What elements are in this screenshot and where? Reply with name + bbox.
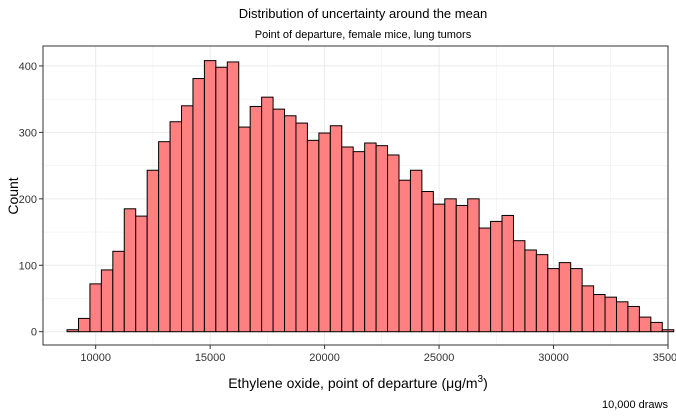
histogram-bar [135,215,148,333]
histogram-bars [66,60,675,333]
histogram-bar [512,240,526,333]
histogram-bar [146,169,160,333]
histogram-bar [375,145,389,333]
histogram-bar [547,268,560,333]
histogram-bar [387,154,400,333]
histogram-bar [570,268,583,333]
histogram-bar [581,285,595,333]
histogram-bar [123,208,137,333]
y-tick-label: 100 [19,260,37,272]
histogram-bar [352,151,366,333]
x-tick-label: 20000 [309,352,340,364]
histogram-bar [478,227,492,333]
histogram-bar [421,191,434,333]
histogram-bar [238,126,251,333]
histogram-bar [261,96,274,333]
histogram-bar [604,296,617,333]
x-tick-label: 10000 [80,352,111,364]
y-tick-label: 400 [19,61,37,73]
histogram-bar [192,78,205,333]
chart-subtitle: Point of departure, female mice, lung tu… [255,29,472,41]
chart-caption: 10,000 draws [602,399,669,411]
histogram-bar [318,132,331,333]
histogram-bar [66,329,79,333]
histogram-bar [398,179,411,333]
histogram-bar [409,169,423,333]
histogram-bar [284,115,297,333]
chart-title: Distribution of uncertainty around the m… [239,6,488,21]
histogram-bar [169,121,183,333]
y-tick-label: 0 [31,327,37,339]
x-axis: 10000 15000 20000 25000 30000 35000 [80,345,676,364]
histogram-bar [203,60,217,333]
histogram-bar [615,301,629,333]
x-tick-label: 30000 [538,352,569,364]
histogram-bar [501,214,514,333]
x-axis-title-suffix: ) [483,375,488,391]
histogram-bar [158,141,171,333]
histogram-bar [181,105,194,333]
x-tick-label: 35000 [653,352,676,364]
histogram-bar [112,250,125,333]
histogram-bar [89,283,102,333]
histogram-bar [306,139,320,333]
histogram-bar [593,294,606,333]
x-axis-title-main: Ethylene oxide, point of departure (μg/m [228,375,477,391]
histogram-bar [215,66,228,333]
histogram-bar [490,220,503,333]
y-tick-label: 200 [19,194,37,206]
histogram-bar [444,198,457,333]
histogram-bar [341,146,354,333]
histogram-bar [535,254,549,333]
histogram-bar [650,321,663,333]
y-axis: 0 100 200 300 400 [19,61,43,339]
histogram-bar [249,105,263,333]
x-axis-title-superscript: 3 [478,374,484,385]
histogram-bar [432,203,446,333]
histogram-bar [627,305,640,333]
histogram-bar [77,317,91,333]
histogram-bar [364,142,377,333]
histogram-bar [272,108,286,333]
x-tick-label: 25000 [424,352,455,364]
x-axis-title: Ethylene oxide, point of departure (μg/m… [228,374,488,391]
histogram-bar [558,262,572,333]
histogram-bar [226,61,240,333]
x-tick-label: 15000 [195,352,226,364]
y-tick-label: 300 [19,127,37,139]
histogram-bar [467,198,480,333]
histogram-bar [100,269,114,333]
panel-border [42,45,669,346]
histogram-bar [295,122,308,333]
histogram-bar [638,316,652,333]
histogram-bar [455,204,469,333]
histogram-bar [329,125,343,333]
histogram-bar [524,249,537,333]
y-axis-title: Count [5,177,21,214]
